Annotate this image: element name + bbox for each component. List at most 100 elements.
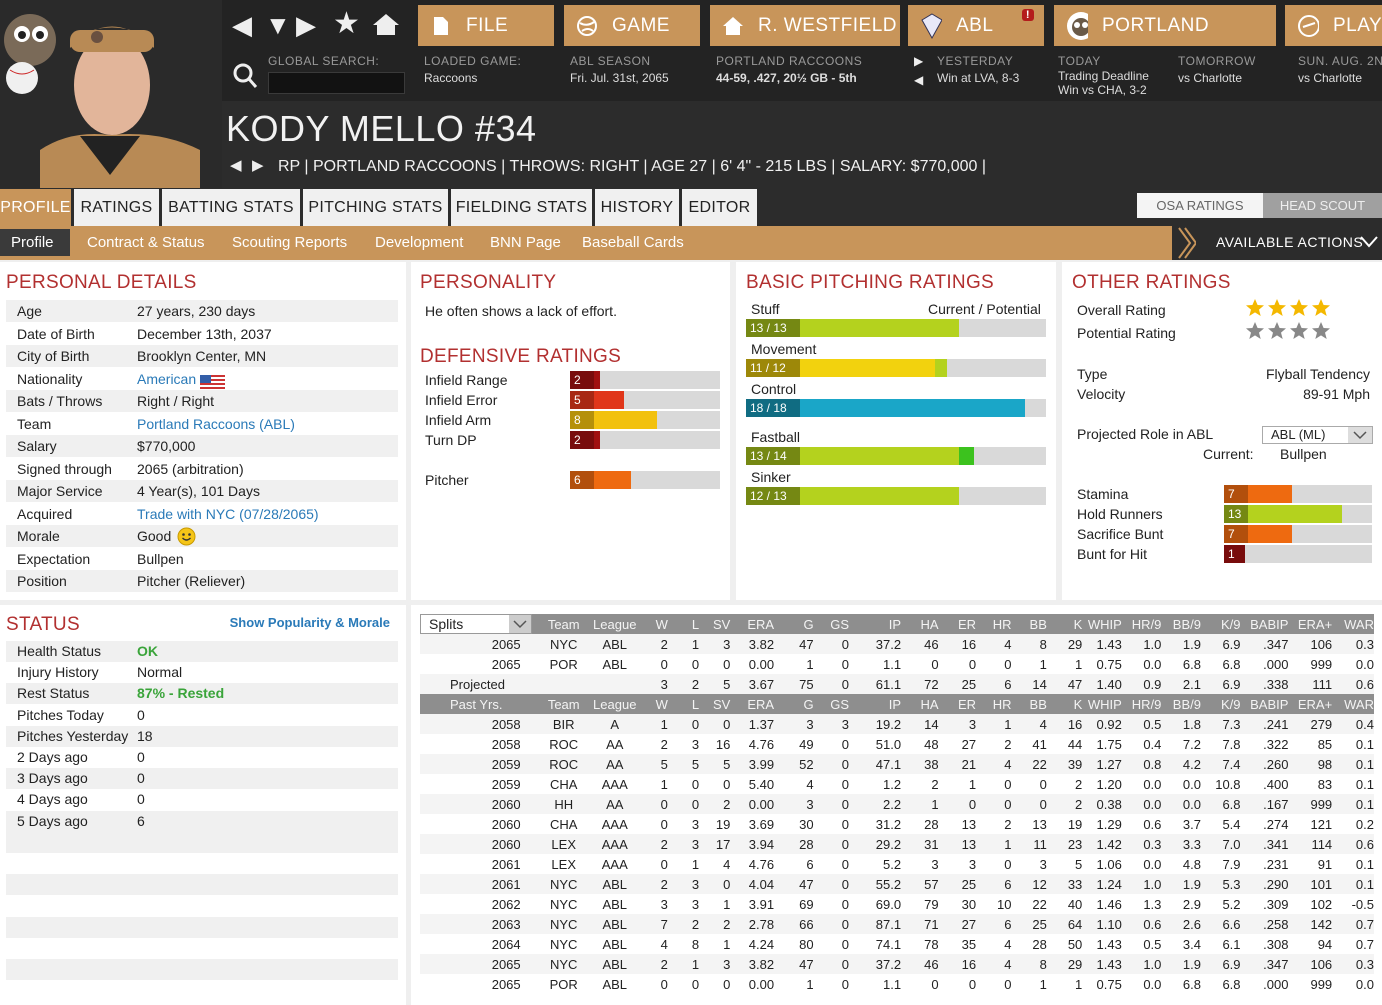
defense-label-infield-error: Infield Error [425, 392, 498, 408]
osa-ratings-toggle[interactable]: OSA RATINGS [1137, 193, 1263, 218]
rating-value: 8 [570, 411, 594, 429]
subnav-bnn-page[interactable]: BNN Page [490, 234, 561, 251]
stat-cell: 3 [931, 856, 939, 872]
file-menu-button[interactable]: FILE [418, 5, 554, 46]
tab-profile[interactable]: PROFILE [0, 189, 71, 226]
tomorrow-game[interactable]: vs Charlotte [1178, 71, 1243, 85]
stat-cell: 0 [841, 976, 850, 992]
team-label: PORTLAND [1102, 14, 1210, 36]
tab-ratings[interactable]: RATINGS [74, 189, 159, 226]
detail-row-acquired: Acquired Trade with NYC (07/28/2065) [6, 503, 398, 525]
splits-dropdown[interactable]: Splits [420, 614, 532, 634]
manager-menu-button[interactable]: R. WESTFIELD [710, 5, 900, 46]
subnav-contract-status[interactable]: Contract & Status [87, 234, 205, 251]
today-result[interactable]: Win vs CHA, 3-2 [1058, 83, 1147, 97]
next-game[interactable]: vs Charlotte [1298, 71, 1363, 85]
next-date-label: SUN. AUG. 2N [1298, 54, 1382, 68]
table-row: Projected 3 2 5 3.67 75 0 61.1 72 25 6 14 47 1.40 0.9 2… [420, 674, 1374, 694]
subnav-profile[interactable]: Profile [11, 234, 54, 251]
stat-cell: NYC [536, 874, 591, 894]
stat-cell: AAA [601, 816, 628, 832]
smiley-face-icon [177, 527, 196, 546]
subnav-baseball-cards[interactable]: Baseball Cards [582, 234, 684, 251]
detail-value[interactable]: American [137, 370, 197, 387]
status-label: 4 Days ago [17, 791, 88, 808]
status-value: 6 [137, 812, 145, 829]
subnav-active-bg [0, 229, 70, 256]
stat-cell: 7.3 [1200, 714, 1241, 734]
chevron-down-icon [1348, 427, 1372, 443]
table-row: 2065 NYC ABL 2 1 3 3.82 47 0 37.2 46 16 4 8 29 1.43 1.0 1… [420, 954, 1374, 974]
rating-value: 7 [1224, 525, 1248, 543]
stat-cell: ABL [602, 896, 628, 912]
forward-arrow-icon[interactable]: ▶ [296, 10, 316, 40]
search-icon[interactable] [232, 62, 258, 95]
season-date: Fri. Jul. 31st, 2065 [570, 71, 669, 85]
global-search-input[interactable] [268, 72, 405, 94]
star-icon[interactable]: ★ [333, 7, 360, 40]
stat-cell: 30 [961, 896, 977, 912]
play-menu-button[interactable]: PLAY [1285, 5, 1382, 46]
stat-cell: 57 [901, 874, 939, 894]
stat-cell: 3.67 [730, 674, 775, 694]
next-player-arrow-icon[interactable]: ▶ [252, 157, 264, 174]
home-icon[interactable] [372, 12, 400, 41]
stat-cell: 1 [976, 714, 1012, 734]
stat-cell: BB [1011, 614, 1047, 634]
league-menu-button[interactable]: ABL ! [908, 5, 1044, 46]
role-league-select[interactable]: ABL (ML) [1262, 426, 1373, 444]
tab-pitching-stats[interactable]: PITCHING STATS [303, 189, 448, 226]
table-row: 2062 NYC ABL 3 3 1 3.91 69 0 69.0 79 30 10 22 40 1.46 1.… [420, 894, 1374, 914]
stat-cell: .260 [1240, 754, 1289, 774]
stat-cell: 0.1 [1355, 776, 1374, 792]
status-label: Injury History [17, 664, 99, 681]
stat-cell: 64 [1046, 914, 1083, 934]
past-years-header-row: Past Yrs. Team League W L SV ERA G GS IP HA ER HR BB K… [420, 694, 1374, 714]
stat-cell: 0.0 [1355, 656, 1374, 672]
head-scout-toggle[interactable]: HEAD SCOUT [1263, 193, 1382, 218]
yesterday-result[interactable]: Win at LVA, 8-3 [937, 71, 1020, 85]
star-icon [1311, 298, 1333, 318]
next-day-arrow-icon[interactable]: ▶ [914, 54, 924, 68]
stat-cell: IP [849, 694, 902, 714]
dropdown-arrow-icon[interactable]: ▼ [265, 10, 291, 40]
prev-player-arrow-icon[interactable]: ◀ [230, 157, 242, 174]
prev-day-arrow-icon[interactable]: ◀ [914, 73, 924, 87]
show-popularity-morale-link[interactable]: Show Popularity & Morale [229, 615, 390, 630]
stat-cell: 102 [1310, 896, 1333, 912]
tab-fielding-stats[interactable]: FIELDING STATS [451, 189, 592, 226]
stat-cell: 6 [806, 856, 814, 872]
rating-value: 11 / 12 [746, 359, 800, 377]
back-arrow-icon[interactable]: ◀ [232, 10, 252, 40]
stat-cell: 17 [699, 834, 731, 854]
rating-fill [746, 359, 935, 377]
splits-label: Splits [429, 616, 464, 632]
stat-cell: 3 [774, 794, 814, 814]
subnav-scouting-reports[interactable]: Scouting Reports [232, 234, 348, 251]
year-cell: Projected [420, 674, 537, 694]
stat-cell: 28 [924, 816, 939, 832]
available-actions-button[interactable]: AVAILABLE ACTIONS [1172, 226, 1382, 260]
detail-value[interactable]: Portland Raccoons (ABL) [137, 415, 295, 432]
stat-cell: BB [1011, 694, 1047, 714]
game-menu-button[interactable]: GAME [564, 5, 700, 46]
stat-cell: 38 [901, 754, 939, 774]
tab-batting-stats[interactable]: BATTING STATS [162, 189, 300, 226]
detail-row-nationality: Nationality American [6, 368, 398, 390]
stat-cell: 19 [1067, 816, 1083, 832]
team-menu-button[interactable]: PORTLAND [1054, 5, 1276, 46]
table-row: 2060 CHA AAA 0 3 19 3.69 30 0 31.2 28 13 2 13 19 1.29 0.… [420, 814, 1374, 834]
year-cell: 2065 [491, 976, 521, 992]
detail-label: City of Birth [17, 348, 90, 364]
tab-history[interactable]: HISTORY [595, 189, 679, 226]
rating-fill [746, 319, 959, 337]
stat-cell: 80 [799, 936, 814, 952]
detail-value[interactable]: Trade with NYC (07/28/2065) [137, 505, 319, 522]
tab-editor[interactable]: EDITOR [682, 189, 757, 226]
stat-cell: 0.0 [1143, 776, 1162, 792]
table-row: 2065 POR ABL 0 0 0 0.00 1 0 1.1 0 0 0 1 1 0.75 0.0 6.8 6.8… [420, 654, 1374, 674]
stat-cell: 3 [691, 816, 700, 832]
stat-cell: 6.8 [1222, 656, 1241, 672]
stat-cell: 999 [1310, 976, 1333, 992]
subnav-development[interactable]: Development [375, 234, 464, 251]
